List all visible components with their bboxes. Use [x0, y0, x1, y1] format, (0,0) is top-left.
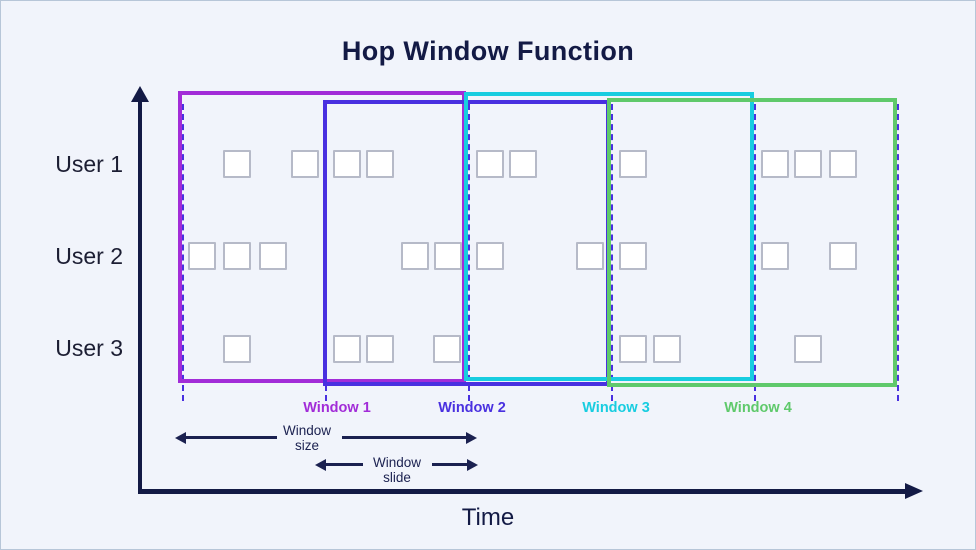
event-square — [259, 242, 287, 270]
window-label-3: Window 3 — [582, 400, 650, 416]
arrow-right-icon — [467, 458, 478, 471]
window-slide-arrow-right — [432, 458, 478, 471]
event-square — [619, 335, 647, 363]
event-square — [476, 150, 504, 178]
arrow-right-icon — [466, 431, 477, 444]
event-square — [366, 150, 394, 178]
hop-boundary-line — [182, 104, 184, 401]
event-square — [619, 150, 647, 178]
arrow-left-icon — [315, 458, 326, 471]
page-title: Hop Window Function — [341, 36, 635, 66]
window-slide-arrow-left — [315, 458, 363, 471]
event-square — [434, 242, 462, 270]
event-square — [761, 242, 789, 270]
event-square — [401, 242, 429, 270]
event-square — [476, 242, 504, 270]
hop-boundary-line — [754, 104, 756, 401]
event-square — [829, 150, 857, 178]
window-size-arrow-left — [175, 431, 277, 444]
event-square — [653, 335, 681, 363]
event-square — [223, 335, 251, 363]
event-square — [333, 335, 361, 363]
event-square — [333, 150, 361, 178]
y-axis — [138, 100, 142, 494]
window-rect-4 — [607, 98, 897, 387]
event-square — [794, 335, 822, 363]
hop-boundary-line — [897, 104, 899, 401]
window-label-4: Window 4 — [724, 400, 792, 416]
event-square — [291, 150, 319, 178]
window-label-1: Window 1 — [303, 400, 371, 416]
y-axis-arrow-icon — [131, 86, 149, 102]
event-square — [794, 150, 822, 178]
user-3-label: User 3 — [55, 335, 123, 361]
user-2-label: User 2 — [55, 243, 123, 269]
event-square — [576, 242, 604, 270]
event-square — [829, 242, 857, 270]
window-label-2: Window 2 — [438, 400, 506, 416]
hop-boundary-line — [468, 104, 470, 401]
event-square — [433, 335, 461, 363]
event-square — [619, 242, 647, 270]
window-size-arrow-right — [342, 431, 477, 444]
time-axis-label: Time — [461, 504, 515, 531]
event-square — [366, 335, 394, 363]
x-axis-arrow-icon — [905, 483, 923, 499]
window-slide-label: Window slide — [372, 455, 421, 486]
event-square — [188, 242, 216, 270]
event-square — [223, 150, 251, 178]
user-1-label: User 1 — [55, 151, 123, 177]
event-square — [509, 150, 537, 178]
arrow-left-icon — [175, 431, 186, 444]
hop-boundary-line — [611, 104, 613, 401]
x-axis — [138, 489, 907, 494]
event-square — [761, 150, 789, 178]
event-square — [223, 242, 251, 270]
window-size-label: Window size — [282, 423, 331, 454]
